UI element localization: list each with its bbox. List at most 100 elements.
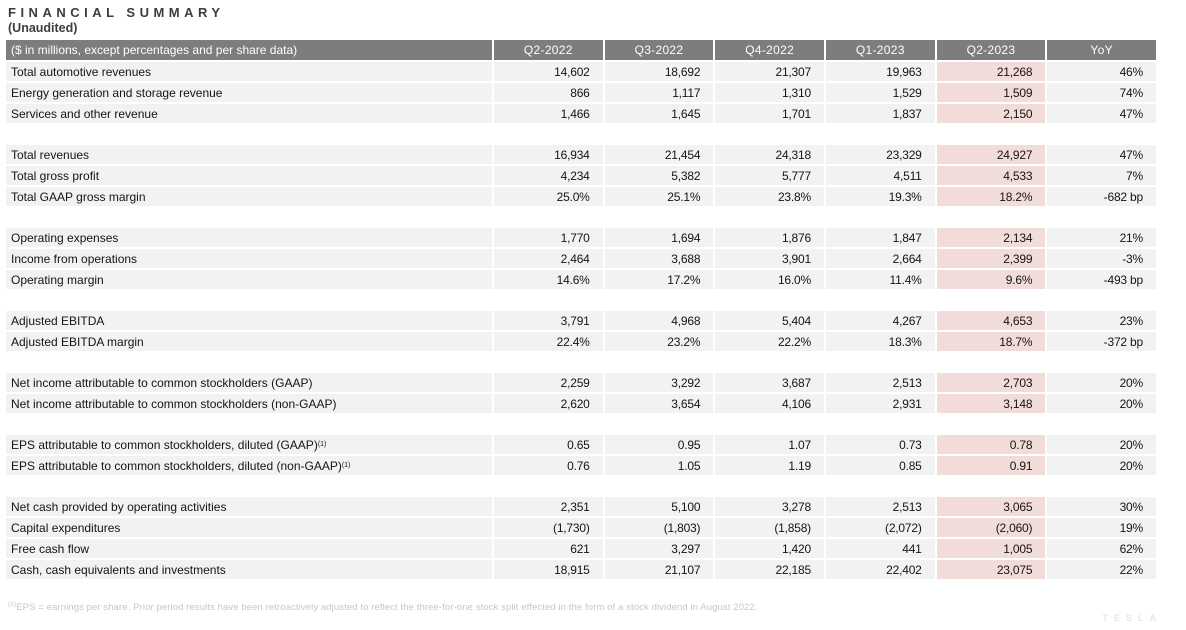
value-cell: 24,318 [715,145,824,164]
table-row: Net income attributable to common stockh… [6,394,1156,413]
value-cell: 21,307 [715,62,824,81]
group-gap [6,291,1156,311]
value-cell: 4,234 [494,166,603,185]
value-cell: 21,454 [604,145,714,164]
value-cell: 1,117 [604,83,714,102]
row-label: Energy generation and storage revenue [6,83,492,102]
table-row: Operating margin 14.6% 17.2% 16.0% 11.4% 9.6%… [6,270,1156,289]
value-cell: 1,694 [604,228,714,247]
row-label: Capital expenditures [6,518,492,537]
value-cell: 2,259 [494,373,603,392]
value-cell: 1,420 [715,539,824,558]
value-cell: 3,791 [494,311,603,330]
group-gap [6,125,1156,145]
value-cell: 47% [1047,104,1156,123]
value-cell: 46% [1047,62,1156,81]
value-cell: 1,310 [715,83,824,102]
value-cell: 21,107 [604,560,714,579]
value-cell: 2,513 [825,373,935,392]
value-cell: -493 bp [1047,270,1156,289]
value-cell: 23.8% [715,187,824,206]
header-units-label: ($ in millions, except percentages and p… [6,40,492,60]
value-cell: 18,692 [604,62,714,81]
row-label: Free cash flow [6,539,492,558]
table-row: Total GAAP gross margin 25.0% 25.1% 23.8% 19… [6,187,1156,206]
value-cell: 5,404 [715,311,824,330]
value-cell: 17.2% [604,270,714,289]
value-cell: 2,664 [825,249,935,268]
group-gap [6,208,1156,228]
footnote: (1)EPS = earnings per share. Prior perio… [8,601,1156,613]
value-cell: 3,292 [604,373,714,392]
footnote-text: EPS = earnings per share. Prior period r… [16,602,758,614]
value-cell: 866 [494,83,603,102]
table-row: Net income attributable to common stockh… [6,373,1156,392]
value-cell: 19,963 [825,62,935,81]
table-row: Operating expenses 1,770 1,694 1,876 1,847 2,… [6,228,1156,247]
value-cell: 22,402 [825,560,935,579]
value-cell: (2,072) [825,518,935,537]
value-cell: 1,876 [715,228,824,247]
value-cell: (1,730) [494,518,603,537]
value-cell-highlighted: 21,268 [936,62,1046,81]
value-cell: 19.3% [825,187,935,206]
row-label: Net income attributable to common stockh… [6,373,492,392]
value-cell: 5,382 [604,166,714,185]
value-cell: -682 bp [1047,187,1156,206]
value-cell: 3,688 [604,249,714,268]
value-cell-highlighted: (2,060) [936,518,1046,537]
value-cell: 1.19 [715,456,824,475]
value-cell: 11.4% [825,270,935,289]
table-row: Free cash flow 621 3,297 1,420 441 1,005 62% [6,539,1156,558]
table-row: Net cash provided by operating activitie… [6,497,1156,516]
row-label: Total gross profit [6,166,492,185]
value-cell-highlighted: 1,005 [936,539,1046,558]
row-label: Adjusted EBITDA margin [6,332,492,351]
value-cell: 23.2% [604,332,714,351]
value-cell-highlighted: 18.7% [936,332,1046,351]
value-cell-highlighted: 1,509 [936,83,1046,102]
value-cell: 2,464 [494,249,603,268]
value-cell: 18.3% [825,332,935,351]
value-cell: -372 bp [1047,332,1156,351]
value-cell: 22,185 [715,560,824,579]
value-cell-highlighted: 3,148 [936,394,1046,413]
table-row: EPS attributable to common stockholders,… [6,456,1156,475]
table-row: Total automotive revenues 14,602 18,692 21,… [6,62,1156,81]
value-cell: 14,602 [494,62,603,81]
row-label: Total automotive revenues [6,62,492,81]
value-cell: 22.4% [494,332,603,351]
row-label: EPS attributable to common stockholders,… [6,456,492,475]
value-cell: 1,529 [825,83,935,102]
value-cell: 22.2% [715,332,824,351]
row-label: Income from operations [6,249,492,268]
column-header-q1-2023: Q1-2023 [825,40,935,60]
value-cell: -3% [1047,249,1156,268]
column-header-q4-2022: Q4-2022 [715,40,824,60]
row-label: EPS attributable to common stockholders,… [6,435,492,454]
row-label: Net income attributable to common stockh… [6,394,492,413]
row-label: Total revenues [6,145,492,164]
value-cell: 4,968 [604,311,714,330]
column-header-q2-2022: Q2-2022 [494,40,603,60]
table-row: Total gross profit 4,234 5,382 5,777 4,511 4,… [6,166,1156,185]
row-label: Net cash provided by operating activitie… [6,497,492,516]
value-cell: 2,513 [825,497,935,516]
value-cell-highlighted: 4,533 [936,166,1046,185]
value-cell: 1.07 [715,435,824,454]
value-cell: 19% [1047,518,1156,537]
value-cell: 4,106 [715,394,824,413]
value-cell: 20% [1047,456,1156,475]
value-cell: 2,931 [825,394,935,413]
value-cell: 1,645 [604,104,714,123]
value-cell: 3,654 [604,394,714,413]
value-cell: 4,267 [825,311,935,330]
value-cell: 22% [1047,560,1156,579]
table-row: Income from operations 2,464 3,688 3,901 2,6… [6,249,1156,268]
value-cell: 16,934 [494,145,603,164]
value-cell: 20% [1047,373,1156,392]
value-cell: 3,687 [715,373,824,392]
value-cell: 0.65 [494,435,603,454]
value-cell-highlighted: 2,399 [936,249,1046,268]
